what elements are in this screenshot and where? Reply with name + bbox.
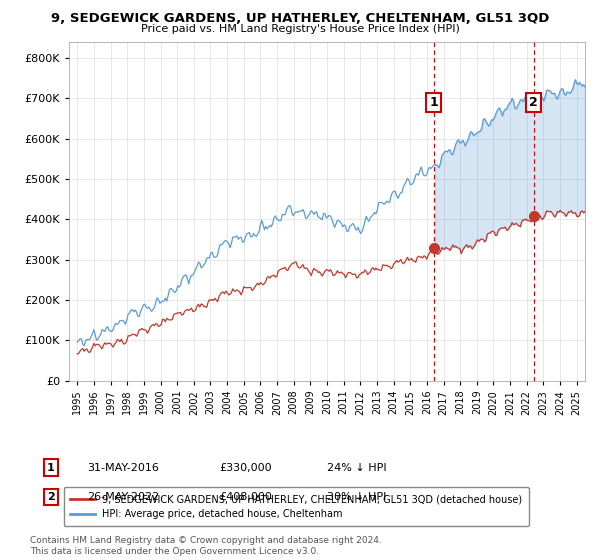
- Text: 1: 1: [47, 463, 55, 473]
- Text: £330,000: £330,000: [219, 463, 272, 473]
- Legend: 9, SEDGEWICK GARDENS, UP HATHERLEY, CHELTENHAM, GL51 3QD (detached house), HPI: : 9, SEDGEWICK GARDENS, UP HATHERLEY, CHEL…: [64, 487, 529, 526]
- Text: 31-MAY-2016: 31-MAY-2016: [87, 463, 159, 473]
- Text: 24% ↓ HPI: 24% ↓ HPI: [327, 463, 386, 473]
- Text: Contains HM Land Registry data © Crown copyright and database right 2024.
This d: Contains HM Land Registry data © Crown c…: [30, 536, 382, 556]
- Text: £408,000: £408,000: [219, 492, 272, 502]
- Text: 9, SEDGEWICK GARDENS, UP HATHERLEY, CHELTENHAM, GL51 3QD: 9, SEDGEWICK GARDENS, UP HATHERLEY, CHEL…: [51, 12, 549, 25]
- Text: 2: 2: [529, 96, 538, 109]
- Text: 30% ↓ HPI: 30% ↓ HPI: [327, 492, 386, 502]
- Text: 2: 2: [47, 492, 55, 502]
- Text: 1: 1: [430, 96, 438, 109]
- Text: 26-MAY-2022: 26-MAY-2022: [87, 492, 159, 502]
- Text: Price paid vs. HM Land Registry's House Price Index (HPI): Price paid vs. HM Land Registry's House …: [140, 24, 460, 34]
